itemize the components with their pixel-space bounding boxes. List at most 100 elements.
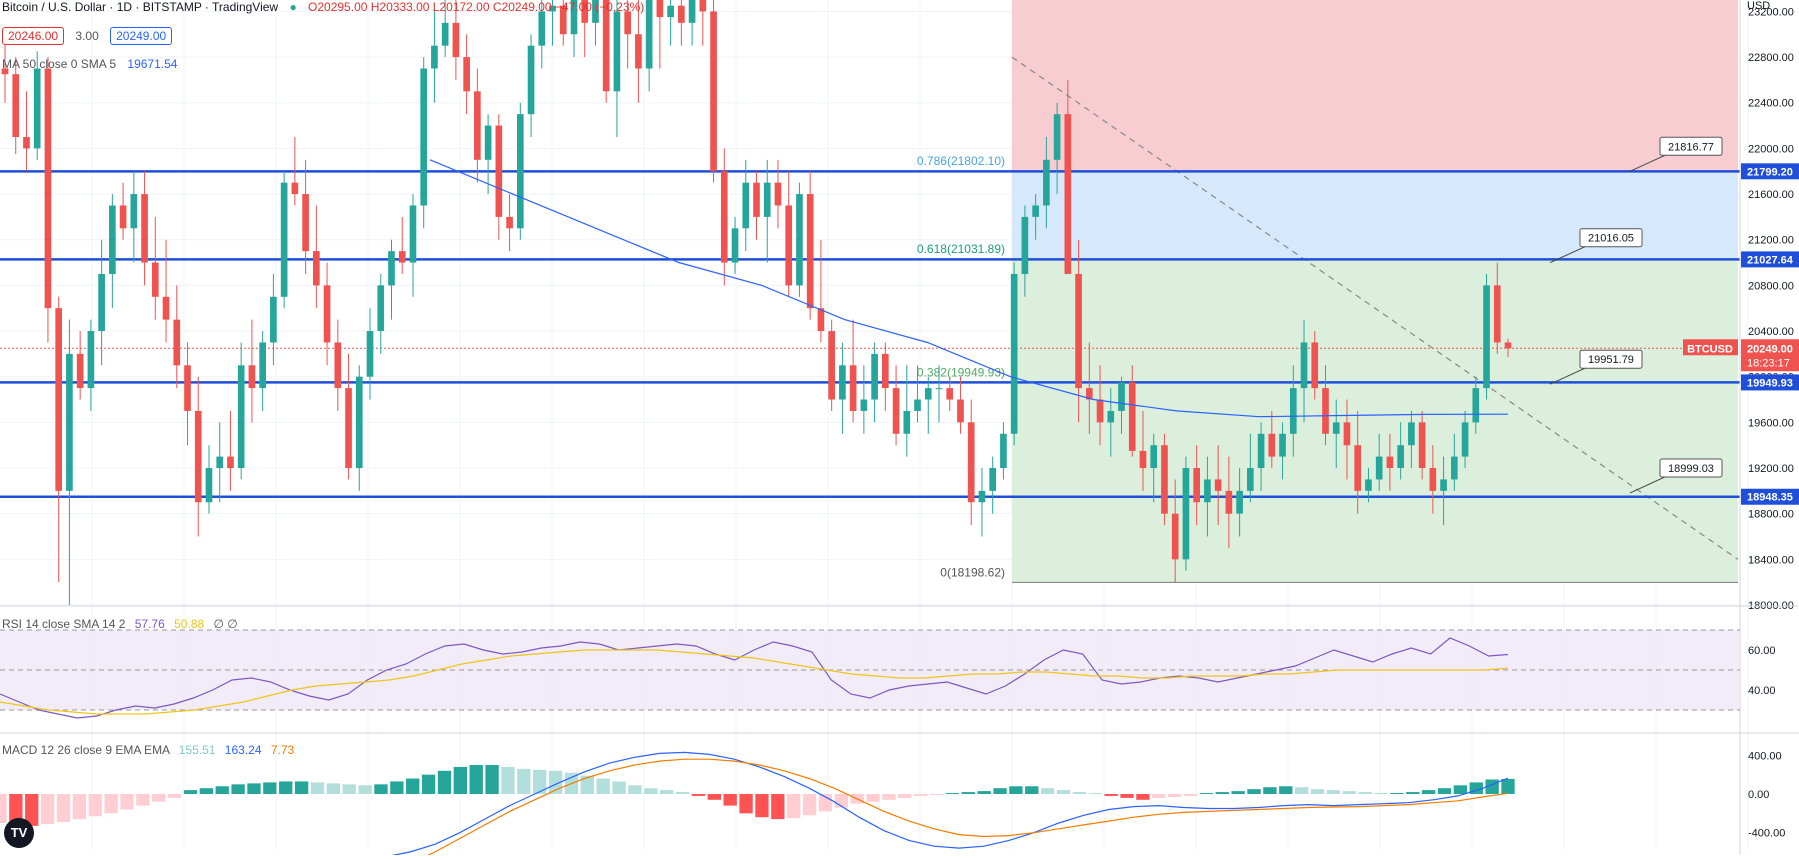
sell-price-button[interactable]: 20246.00 bbox=[2, 27, 65, 45]
candle bbox=[173, 285, 181, 389]
callout-pointer bbox=[1629, 476, 1666, 494]
macd-line bbox=[365, 751, 1509, 860]
candle-body bbox=[1139, 450, 1147, 469]
macd-histogram-bar bbox=[88, 794, 102, 817]
candle-body bbox=[1096, 399, 1104, 423]
candle bbox=[270, 273, 277, 366]
candle bbox=[1493, 262, 1501, 354]
candle-body bbox=[280, 182, 288, 297]
candle bbox=[109, 194, 116, 309]
macd-histogram-bar bbox=[1215, 792, 1229, 794]
level-axis-text: 21027.64 bbox=[1747, 254, 1794, 266]
candle bbox=[55, 296, 63, 583]
candle-body bbox=[645, 0, 653, 69]
price-callout: 21816.77 bbox=[1629, 136, 1723, 172]
candle bbox=[1107, 388, 1115, 457]
candle-body bbox=[1493, 285, 1501, 343]
candle-body bbox=[871, 353, 878, 400]
callout-box bbox=[1579, 349, 1643, 369]
candle bbox=[559, 0, 567, 46]
candle bbox=[763, 159, 771, 263]
buy-price-button[interactable]: 20249.00 bbox=[110, 27, 173, 45]
candle bbox=[635, 0, 642, 103]
price-axis-tick: 23200.00 bbox=[1748, 6, 1794, 18]
price-axis-tick: 20400.00 bbox=[1748, 326, 1794, 338]
candle-body bbox=[474, 91, 481, 160]
candle bbox=[839, 342, 846, 434]
candle bbox=[538, 0, 546, 69]
candle-body bbox=[1322, 388, 1329, 434]
live-dot-icon: ● bbox=[289, 0, 297, 14]
candle bbox=[1214, 445, 1222, 526]
macd-histogram-bar bbox=[1501, 778, 1515, 794]
candle-body bbox=[731, 228, 739, 263]
price-axis-tick: 19200.00 bbox=[1748, 463, 1794, 475]
ma-legend[interactable]: MA 50 close 0 SMA 5 19671.54 bbox=[2, 57, 177, 71]
tradingview-logo-icon[interactable]: TV bbox=[4, 818, 34, 848]
candle-body bbox=[248, 365, 256, 389]
candle-body bbox=[237, 365, 245, 469]
candle bbox=[527, 34, 535, 137]
candle bbox=[1440, 456, 1447, 526]
candle bbox=[1085, 342, 1093, 434]
candle-body bbox=[441, 22, 449, 46]
candle bbox=[33, 51, 41, 160]
candle bbox=[366, 308, 374, 400]
candle bbox=[774, 159, 782, 229]
candle-body bbox=[162, 296, 170, 320]
macd-legend-signal: 7.73 bbox=[270, 743, 295, 757]
symbol-title[interactable]: Bitcoin / U.S. Dollar · 1D · BITSTAMP · … bbox=[2, 0, 279, 14]
candle-body bbox=[1257, 433, 1265, 469]
macd-histogram-bar bbox=[1263, 787, 1277, 794]
candle-body bbox=[98, 273, 105, 332]
candle bbox=[1418, 410, 1426, 480]
symbol-tag: BTCUSD bbox=[1687, 343, 1733, 355]
candle bbox=[162, 239, 170, 343]
rsi-legend[interactable]: RSI 14 close SMA 14 2 57.76 50.88 ∅ ∅ bbox=[2, 617, 238, 631]
macd-histogram-bar bbox=[1183, 794, 1198, 796]
candle-body bbox=[1118, 382, 1125, 411]
macd-legend[interactable]: MACD 12 26 close 9 EMA EMA 155.51 163.24… bbox=[2, 743, 294, 757]
callout-box bbox=[1659, 458, 1723, 478]
macd-histogram-bar bbox=[802, 794, 817, 816]
candle-body bbox=[527, 45, 535, 115]
level-axis-label: 21027.64 bbox=[1741, 251, 1799, 268]
candle-body bbox=[23, 136, 30, 149]
candle bbox=[570, 0, 578, 58]
candle bbox=[1311, 331, 1319, 400]
candle-body bbox=[592, 0, 599, 23]
candle-body bbox=[1171, 513, 1179, 560]
last-price-axis-bg bbox=[1741, 339, 1799, 372]
candle bbox=[388, 239, 395, 320]
callout-pointer bbox=[1629, 154, 1666, 172]
candle bbox=[1139, 410, 1147, 491]
candle-body bbox=[1365, 479, 1372, 491]
candle bbox=[452, 0, 460, 80]
level-axis-text: 21799.20 bbox=[1747, 166, 1793, 178]
macd-histogram-bar bbox=[914, 794, 928, 796]
candle bbox=[882, 342, 889, 411]
level-axis-bg bbox=[1741, 163, 1799, 180]
candle bbox=[699, 0, 707, 46]
price-axis-tick: 22400.00 bbox=[1748, 98, 1794, 110]
macd-histogram-bar bbox=[40, 794, 55, 824]
candle-body bbox=[76, 353, 84, 389]
candle-body bbox=[1204, 479, 1211, 503]
candle-body bbox=[1408, 422, 1415, 446]
currency-label[interactable]: USD bbox=[1747, 0, 1771, 12]
candle bbox=[474, 68, 481, 183]
candle bbox=[602, 0, 610, 103]
ma-legend-label: MA 50 close 0 SMA 5 bbox=[2, 57, 117, 71]
candle-body bbox=[216, 456, 224, 469]
candle-body bbox=[227, 456, 234, 469]
candle-body bbox=[205, 468, 213, 503]
candle-body bbox=[1021, 216, 1029, 274]
macd-histogram-bar bbox=[1279, 786, 1293, 794]
candle bbox=[613, 0, 621, 137]
candle-body bbox=[667, 5, 674, 18]
candle bbox=[731, 216, 739, 274]
candle-body bbox=[1182, 468, 1190, 560]
candle bbox=[431, 11, 438, 103]
